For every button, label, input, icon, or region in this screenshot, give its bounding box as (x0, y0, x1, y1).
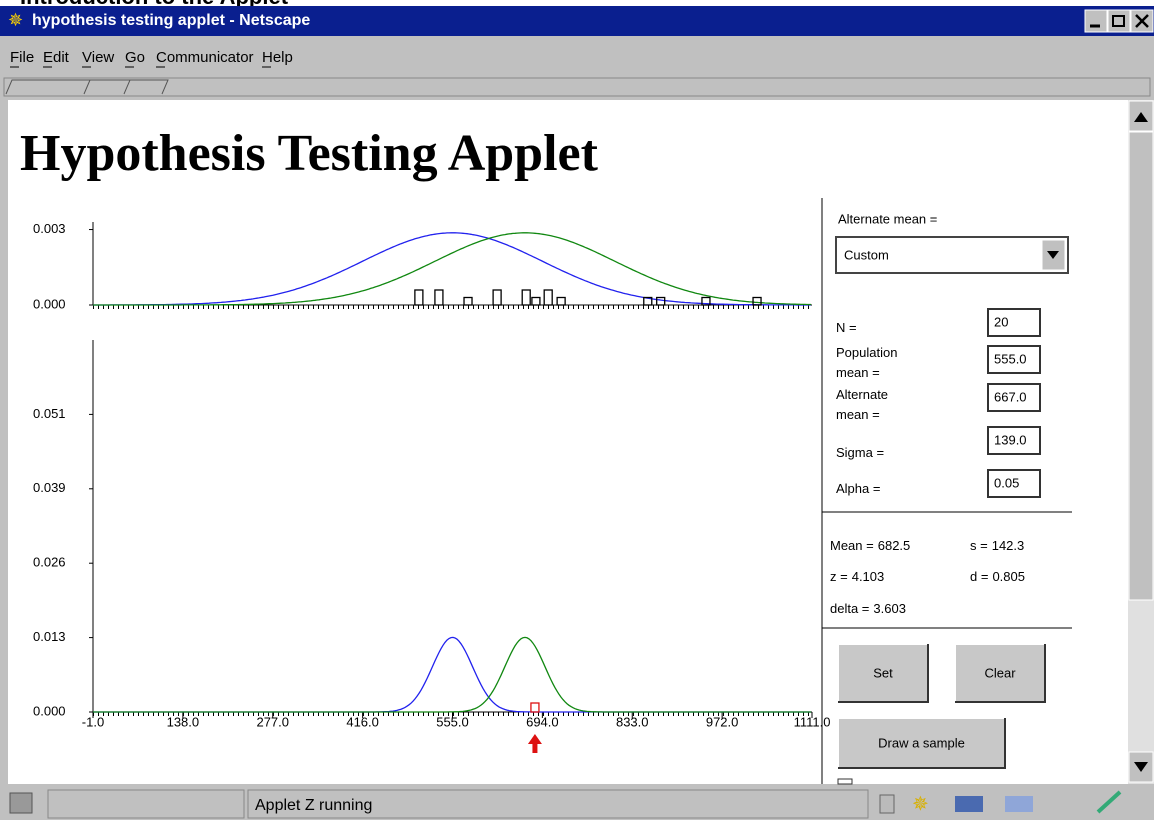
stat-label: z = (830, 569, 848, 584)
screen: Introduction to the Applet ✵ hypothesis … (0, 0, 1154, 820)
x-tick-label: 138.0 (167, 714, 200, 729)
toolbar-strip (4, 78, 1150, 96)
x-tick-label: 555.0 (436, 714, 469, 729)
input-value: 139.0 (994, 432, 1027, 447)
field-label-text: N = (836, 318, 912, 338)
field-label-text: Sigma = (836, 443, 912, 463)
y-tick-label: 0.013 (33, 629, 66, 644)
select-value: Custom (844, 247, 889, 262)
menu-item[interactable]: View (82, 49, 114, 66)
y-tick-label: 0.051 (33, 406, 66, 421)
input-value: 20 (994, 314, 1008, 329)
button-label: Clear (984, 665, 1016, 680)
app-icon: ✵ (8, 10, 23, 30)
minimize-button[interactable] (1085, 10, 1107, 32)
x-tick-label: 416.0 (346, 714, 379, 729)
button[interactable]: Set (838, 644, 928, 702)
scrollbar[interactable] (1128, 100, 1154, 784)
stat: Mean = 682.5 (830, 538, 910, 553)
security-icon[interactable] (10, 793, 32, 813)
x-tick-label: 277.0 (256, 714, 289, 729)
alternate-mean-label: Alternate mean = (838, 211, 937, 226)
menu-bar: File Edit View Go Communicator Help (10, 49, 293, 67)
maximize-button[interactable] (1108, 10, 1130, 32)
stat-label: d = (970, 569, 988, 584)
input-value: 555.0 (994, 351, 1027, 366)
alternate-mean-select[interactable]: Custom (836, 237, 1068, 273)
page: Introduction to the Applet ✵ hypothesis … (0, 0, 1154, 820)
menu-item[interactable]: File (10, 49, 34, 66)
y-tick-label: 0.026 (33, 555, 66, 570)
button-label: Set (873, 665, 893, 680)
stat: d = 0.805 (970, 569, 1025, 584)
stat-label: delta = (830, 601, 869, 616)
x-tick-label: 833.0 (616, 714, 649, 729)
button[interactable]: Clear (955, 644, 1045, 702)
input-value: 667.0 (994, 389, 1027, 404)
window-title: hypothesis testing applet - Netscape (32, 12, 310, 29)
button[interactable]: Draw a sample (838, 718, 1005, 768)
stat-value: 4.103 (852, 569, 885, 584)
menu-item[interactable]: Edit (43, 49, 70, 66)
menu-item[interactable]: Communicator (156, 49, 254, 66)
y-tick-label: 0.003 (33, 221, 66, 236)
field-label-text: Alpha = (836, 479, 912, 499)
field-label: Alpha = (836, 479, 912, 523)
x-tick-label: 972.0 (706, 714, 739, 729)
stat-label: s = (970, 538, 988, 553)
svg-text:✵: ✵ (912, 793, 929, 815)
window-controls (1085, 10, 1153, 32)
field-label-text: Population mean = (836, 343, 912, 383)
x-tick-label: 1111.0 (794, 714, 831, 729)
stat: delta = 3.603 (830, 601, 906, 616)
stat-value: 142.3 (992, 538, 1025, 553)
y-tick-label: 0.000 (33, 703, 66, 718)
page-heading: Hypothesis Testing Applet (20, 125, 599, 182)
stat: s = 142.3 (970, 538, 1024, 553)
x-tick-label: 694.0 (526, 714, 559, 729)
status-text: Applet Z running (255, 797, 372, 814)
menu-item[interactable]: Help (262, 49, 293, 66)
y-tick-label: 0.039 (33, 480, 66, 495)
stat-value: 3.603 (873, 601, 906, 616)
stat-label: Mean = (830, 538, 874, 553)
field-label-text: Alternate mean = (836, 385, 912, 425)
x-tick-label: -1.0 (82, 714, 104, 729)
checkbox[interactable] (838, 779, 852, 784)
y-tick-label: 0.000 (33, 296, 66, 311)
input-value: 0.05 (994, 475, 1019, 490)
field-label: Alternate mean = (836, 385, 912, 429)
button-label: Draw a sample (878, 735, 965, 750)
field-label: Population mean = (836, 343, 912, 387)
stat-value: 0.805 (992, 569, 1025, 584)
menu-item[interactable]: Go (125, 49, 145, 66)
stat: z = 4.103 (830, 569, 884, 584)
stat-value: 682.5 (878, 538, 911, 553)
